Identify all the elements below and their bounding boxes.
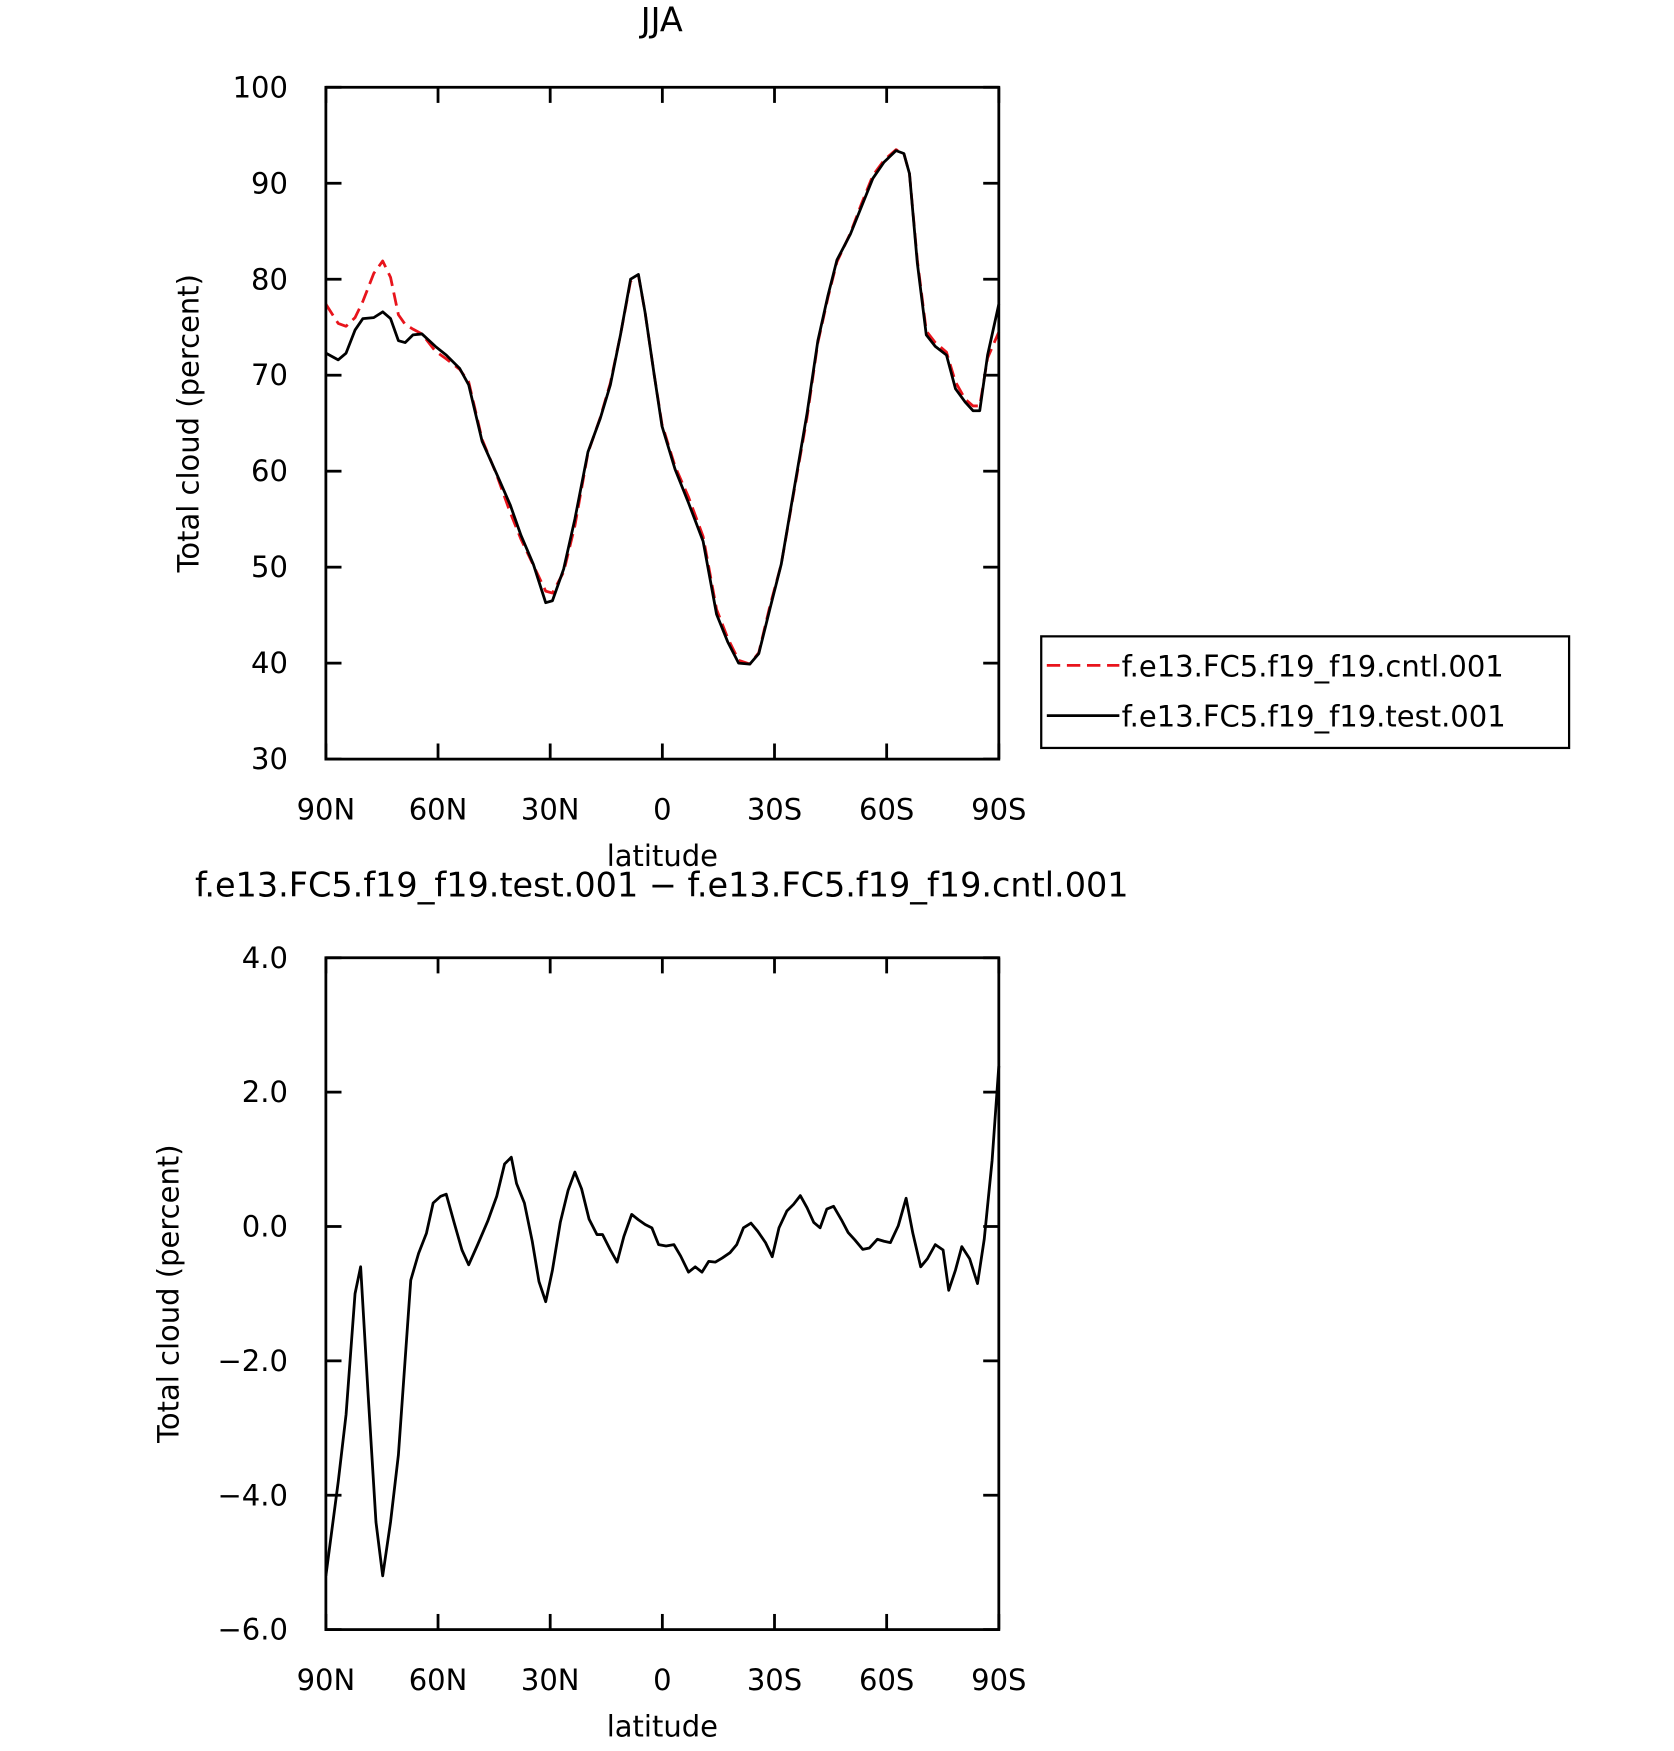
data-line (324, 148, 1001, 666)
y-tick-label: 100 (233, 70, 288, 104)
x-axis-label: latitude (607, 1710, 718, 1744)
y-tick-label: 60 (251, 454, 288, 488)
x-tick-label: 60N (409, 792, 468, 826)
x-tick-label: 90S (971, 1663, 1026, 1697)
legend-box (1040, 635, 1571, 750)
x-tick-label: 60S (859, 1663, 914, 1697)
x-tick-label: 30S (747, 792, 802, 826)
x-tick-label: 90N (297, 1663, 356, 1697)
data-line (325, 149, 1001, 666)
x-tick-label: 60S (859, 792, 914, 826)
y-tick-label: 80 (251, 262, 288, 296)
y-tick-label: 50 (251, 550, 288, 584)
y-tick-label: −4.0 (218, 1478, 288, 1512)
y-tick-label: 70 (251, 358, 288, 392)
chart-title: JJA (639, 0, 683, 39)
y-tick-label: 2.0 (242, 1075, 288, 1109)
data-line (324, 1065, 1001, 1578)
legend-label: f.e13.FC5.f19_f19.test.001 (1122, 700, 1506, 734)
x-tick-label: 30N (521, 792, 580, 826)
plot-frame (324, 956, 1001, 1631)
x-tick-label: 30N (521, 1663, 580, 1697)
y-tick-label: 30 (251, 742, 288, 776)
y-tick-label: −6.0 (218, 1613, 288, 1647)
plot-frame (324, 85, 1001, 761)
y-axis-label: Total cloud (percent) (172, 274, 206, 573)
x-tick-label: 0 (653, 1663, 671, 1697)
x-tick-label: 60N (409, 1663, 468, 1697)
x-tick-label: 90S (971, 792, 1026, 826)
x-axis-label: latitude (607, 839, 718, 873)
y-tick-label: −2.0 (218, 1344, 288, 1378)
x-tick-label: 0 (653, 792, 671, 826)
x-tick-label: 30S (747, 1663, 802, 1697)
y-tick-label: 90 (251, 166, 288, 200)
x-tick-label: 90N (297, 792, 356, 826)
chart-title: f.e13.FC5.f19_f19.test.001 − f.e13.FC5.f… (195, 865, 1129, 904)
legend-label: f.e13.FC5.f19_f19.cntl.001 (1122, 650, 1504, 684)
y-axis-label: Total cloud (percent) (152, 1144, 186, 1443)
y-tick-label: 4.0 (242, 941, 288, 975)
y-tick-label: 40 (251, 646, 288, 680)
y-tick-label: 0.0 (242, 1210, 288, 1244)
